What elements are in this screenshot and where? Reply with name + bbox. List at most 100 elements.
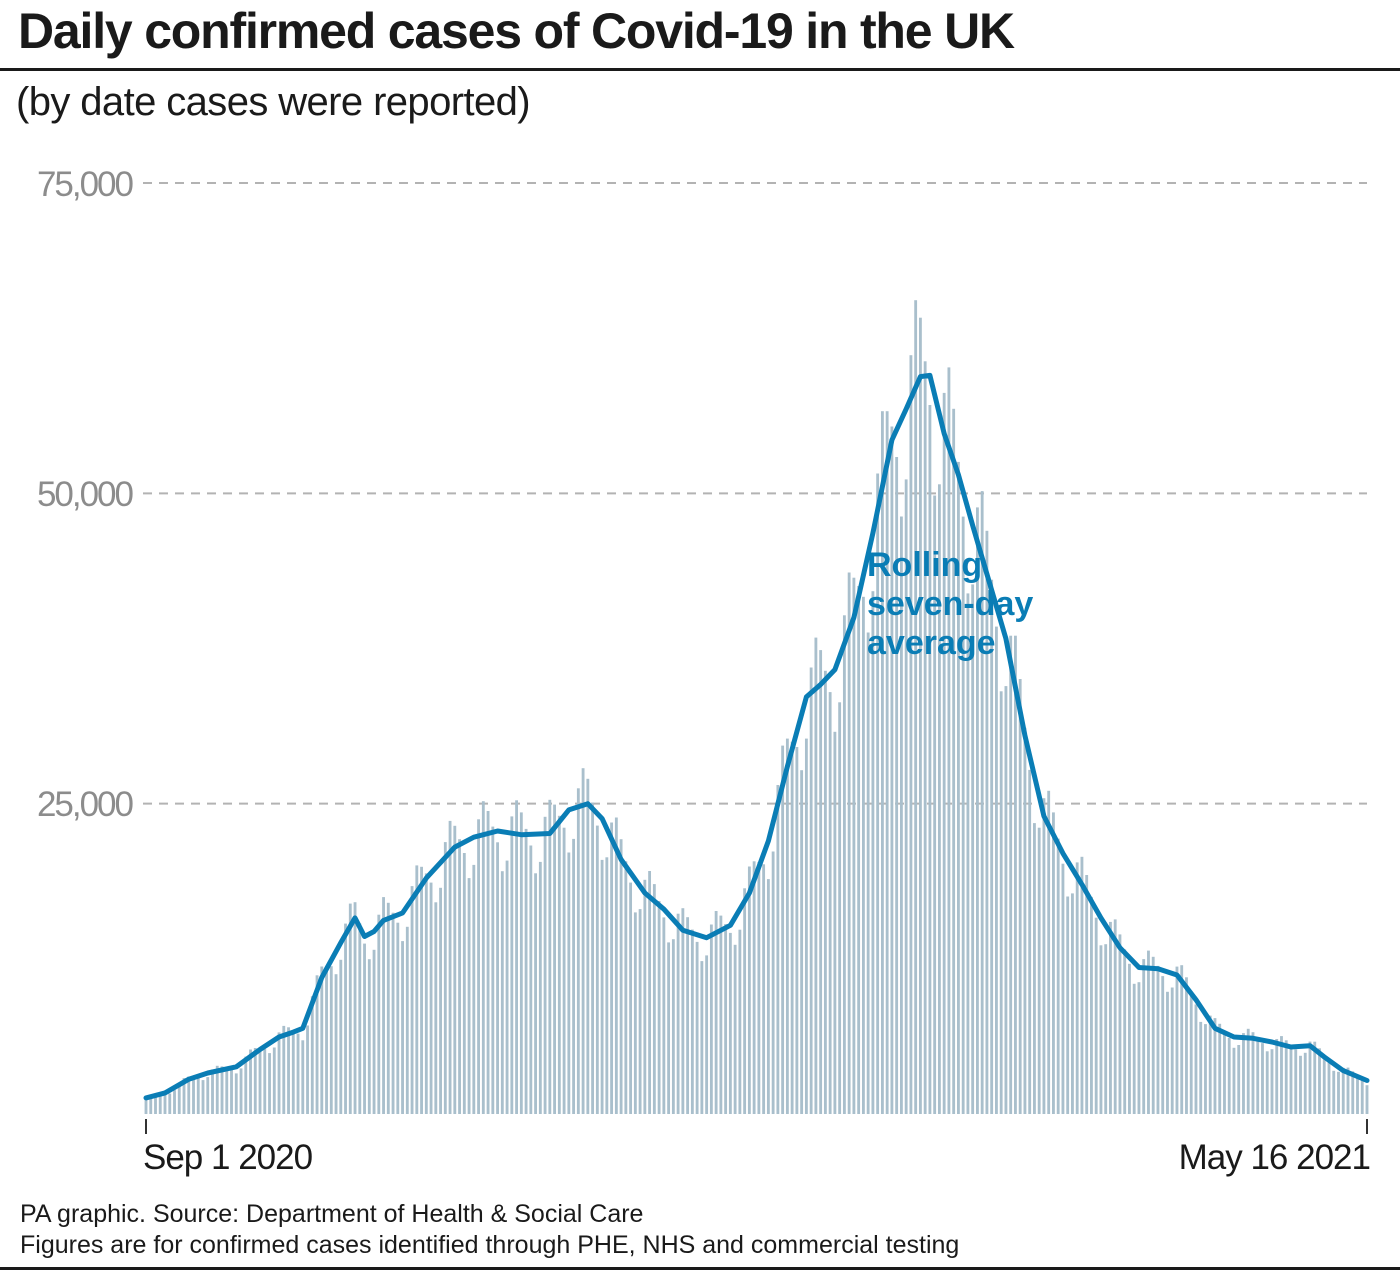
daily-bar [372, 949, 376, 1114]
daily-bar [1270, 1049, 1274, 1114]
daily-bar [562, 827, 566, 1114]
daily-bar [781, 745, 785, 1114]
daily-bar [719, 915, 723, 1114]
daily-bar [857, 586, 861, 1114]
daily-bar [239, 1068, 243, 1114]
daily-bar [752, 861, 756, 1114]
daily-bar [686, 917, 690, 1114]
daily-bar [534, 873, 537, 1114]
daily-bar [491, 826, 495, 1114]
daily-bar [961, 516, 965, 1114]
daily-bar [367, 959, 371, 1114]
daily-bar [942, 392, 946, 1114]
daily-bar [1009, 635, 1013, 1114]
daily-bar [168, 1093, 172, 1114]
daily-bar [1042, 798, 1046, 1114]
daily-bar [424, 873, 428, 1114]
daily-bar [600, 859, 604, 1114]
daily-bar [510, 816, 514, 1114]
daily-bar [591, 802, 595, 1114]
daily-bar [652, 884, 656, 1114]
bottom-rule [0, 1267, 1400, 1270]
x-tick-label: Sep 1 2020 [143, 1138, 313, 1177]
daily-bar [1265, 1051, 1269, 1114]
daily-bar [1332, 1070, 1336, 1114]
daily-bar [762, 864, 766, 1114]
daily-bar [657, 901, 661, 1114]
daily-bar [234, 1073, 238, 1114]
daily-bar [519, 812, 523, 1114]
daily-bar [1085, 875, 1089, 1114]
daily-bar [709, 924, 713, 1114]
daily-bar [230, 1069, 233, 1114]
daily-bar [833, 731, 837, 1114]
x-axis: Sep 1 2020 May 16 2021 [143, 1119, 1371, 1177]
daily-bar [990, 579, 994, 1114]
daily-bar [876, 473, 880, 1114]
line-label: Rolling seven-day average [867, 546, 1033, 662]
daily-bar [695, 941, 699, 1114]
daily-bar [1360, 1079, 1364, 1114]
daily-bar [268, 1053, 271, 1114]
daily-bar [429, 882, 433, 1114]
daily-bar [947, 367, 951, 1114]
daily-bar [244, 1056, 248, 1114]
daily-bar [363, 943, 366, 1114]
daily-bar [1246, 1028, 1250, 1114]
daily-bar [500, 871, 504, 1114]
daily-bar [1118, 934, 1122, 1114]
daily-bar [572, 838, 576, 1114]
daily-bar [496, 842, 499, 1114]
daily-bar [481, 801, 485, 1114]
daily-bar [819, 650, 823, 1114]
testing-note: Figures are for confirmed cases identifi… [20, 1231, 960, 1259]
daily-bar [1161, 976, 1165, 1114]
daily-bar [1194, 1004, 1198, 1114]
daily-bar [1185, 977, 1188, 1114]
daily-bar [1299, 1055, 1302, 1114]
daily-bar [999, 691, 1003, 1114]
daily-bar [434, 902, 438, 1114]
daily-bar [852, 577, 856, 1114]
line-label-1: Rolling [867, 546, 982, 584]
daily-bar [325, 965, 328, 1114]
daily-bar [315, 975, 319, 1114]
daily-bar [800, 770, 804, 1114]
daily-bar [339, 959, 343, 1114]
daily-bar [1365, 1085, 1369, 1114]
daily-bar [448, 820, 452, 1114]
daily-bar [391, 912, 395, 1114]
daily-bar [515, 800, 518, 1114]
daily-bar [895, 457, 899, 1114]
daily-bar [1356, 1075, 1359, 1114]
source-note: PA graphic. Source: Department of Health… [20, 1200, 644, 1228]
daily-bar [1156, 965, 1160, 1114]
daily-bar [662, 917, 666, 1114]
daily-bar [187, 1076, 191, 1114]
daily-bar [443, 842, 447, 1114]
daily-bar [301, 1040, 305, 1114]
daily-bar [1280, 1036, 1283, 1114]
daily-bar [971, 584, 975, 1114]
daily-bar [277, 1032, 281, 1114]
daily-bar [177, 1082, 181, 1114]
y-tick-label: 25,000 [37, 785, 134, 824]
daily-bar [182, 1078, 186, 1114]
daily-bar [1346, 1067, 1350, 1114]
daily-bar [705, 955, 709, 1114]
daily-bar [1056, 838, 1060, 1114]
daily-bar [282, 1025, 286, 1114]
daily-bar [804, 738, 808, 1114]
daily-bar [1175, 966, 1179, 1114]
daily-bar [472, 864, 476, 1114]
footnotes: PA graphic. Source: Department of Health… [20, 1199, 959, 1261]
daily-bar [586, 778, 590, 1114]
daily-bar [1033, 823, 1036, 1114]
daily-bar [933, 495, 937, 1114]
daily-bar [272, 1047, 276, 1114]
daily-bar [985, 530, 989, 1114]
daily-bar [861, 596, 865, 1114]
daily-bar [747, 866, 751, 1114]
daily-bar [1199, 1021, 1203, 1114]
daily-bar [790, 741, 794, 1114]
